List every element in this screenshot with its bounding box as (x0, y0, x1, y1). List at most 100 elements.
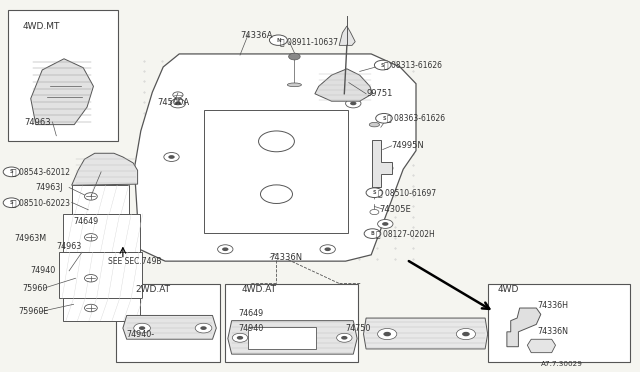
Text: 4WD: 4WD (498, 285, 519, 294)
Text: S: S (382, 116, 386, 121)
Circle shape (378, 219, 393, 228)
Circle shape (200, 326, 207, 330)
Circle shape (364, 229, 381, 238)
Text: 75960: 75960 (22, 284, 48, 293)
Polygon shape (339, 26, 355, 45)
Text: 74940-: 74940- (127, 330, 155, 339)
Circle shape (289, 53, 300, 60)
Text: 74336N: 74336N (269, 253, 302, 262)
Text: 74305E: 74305E (380, 205, 412, 214)
Circle shape (382, 166, 388, 170)
Ellipse shape (369, 122, 380, 127)
Text: S: S (381, 62, 385, 68)
Polygon shape (31, 59, 93, 125)
Bar (225, 284, 358, 362)
Polygon shape (72, 185, 129, 214)
Polygon shape (315, 69, 372, 101)
Text: ⓓ 08510-62023: ⓓ 08510-62023 (12, 198, 70, 207)
Circle shape (84, 304, 97, 312)
Circle shape (84, 275, 97, 282)
Polygon shape (123, 315, 216, 339)
Circle shape (173, 92, 183, 98)
Circle shape (218, 245, 233, 254)
Text: 74940: 74940 (239, 324, 264, 333)
Circle shape (382, 222, 388, 226)
Ellipse shape (287, 83, 301, 87)
Circle shape (320, 245, 335, 254)
Text: 74963J: 74963J (35, 183, 63, 192)
Circle shape (168, 155, 175, 159)
Text: 4WD.MT: 4WD.MT (22, 22, 60, 31)
Circle shape (269, 35, 287, 45)
Text: Ⓑ 08127-0202H: Ⓑ 08127-0202H (376, 229, 435, 238)
Polygon shape (134, 54, 416, 261)
Text: 74963M: 74963M (14, 234, 46, 243)
Circle shape (237, 336, 243, 340)
Text: 74336A: 74336A (240, 31, 273, 40)
Text: 2WD.AT: 2WD.AT (136, 285, 171, 294)
Circle shape (195, 323, 212, 333)
Circle shape (232, 333, 248, 342)
Circle shape (378, 164, 393, 173)
Circle shape (341, 336, 348, 340)
Circle shape (324, 247, 331, 251)
Text: 74649: 74649 (239, 309, 264, 318)
Polygon shape (228, 321, 357, 354)
Text: 74963: 74963 (56, 242, 81, 251)
Circle shape (383, 332, 391, 336)
Text: 75960E: 75960E (18, 307, 48, 316)
Circle shape (376, 113, 392, 123)
Text: 74995N: 74995N (392, 141, 424, 150)
Circle shape (370, 209, 379, 215)
Text: SEE SEC.749B: SEE SEC.749B (108, 257, 161, 266)
Text: 99751: 99751 (366, 89, 392, 98)
Text: S: S (10, 169, 13, 174)
Polygon shape (372, 140, 392, 187)
Bar (488, 284, 630, 362)
Circle shape (462, 332, 470, 336)
Circle shape (164, 153, 179, 161)
Text: ⓓ 08363-61626: ⓓ 08363-61626 (387, 114, 445, 123)
Circle shape (139, 326, 145, 330)
Text: B: B (371, 231, 374, 236)
Text: N: N (276, 38, 281, 43)
Circle shape (84, 234, 97, 241)
Circle shape (3, 198, 20, 208)
Text: ⓝ 08911-10637: ⓝ 08911-10637 (280, 37, 339, 46)
Text: 74336H: 74336H (538, 301, 568, 310)
Text: ⓓ 08510-61697: ⓓ 08510-61697 (378, 188, 436, 197)
Bar (8, 10, 118, 141)
Bar (116, 284, 220, 362)
Circle shape (378, 328, 397, 340)
Polygon shape (63, 298, 140, 321)
Polygon shape (59, 252, 142, 298)
Text: 4WD.AT: 4WD.AT (242, 285, 277, 294)
Text: ⓓ 08313-61626: ⓓ 08313-61626 (384, 61, 442, 70)
Circle shape (134, 323, 150, 333)
Polygon shape (364, 318, 488, 349)
Text: 74649: 74649 (74, 217, 99, 226)
Bar (248, 327, 316, 349)
Circle shape (84, 193, 97, 200)
Ellipse shape (369, 192, 380, 196)
Circle shape (456, 328, 476, 340)
Text: S: S (10, 200, 13, 205)
Polygon shape (527, 339, 556, 353)
Text: A7.7.30029: A7.7.30029 (541, 361, 582, 367)
Circle shape (175, 102, 181, 105)
Text: 74500A: 74500A (157, 98, 189, 107)
Text: ⓓ 08543-62012: ⓓ 08543-62012 (12, 167, 70, 176)
Polygon shape (63, 214, 140, 252)
Text: 74336N: 74336N (538, 327, 568, 336)
Text: 74940: 74940 (31, 266, 56, 275)
Text: 74750: 74750 (346, 324, 371, 333)
Circle shape (337, 333, 352, 342)
Circle shape (3, 167, 20, 177)
Circle shape (350, 102, 356, 105)
Text: 74963: 74963 (24, 118, 51, 127)
Circle shape (346, 99, 361, 108)
Bar (204, 110, 348, 232)
Text: S: S (372, 190, 376, 195)
Polygon shape (507, 308, 541, 347)
Circle shape (374, 60, 391, 70)
